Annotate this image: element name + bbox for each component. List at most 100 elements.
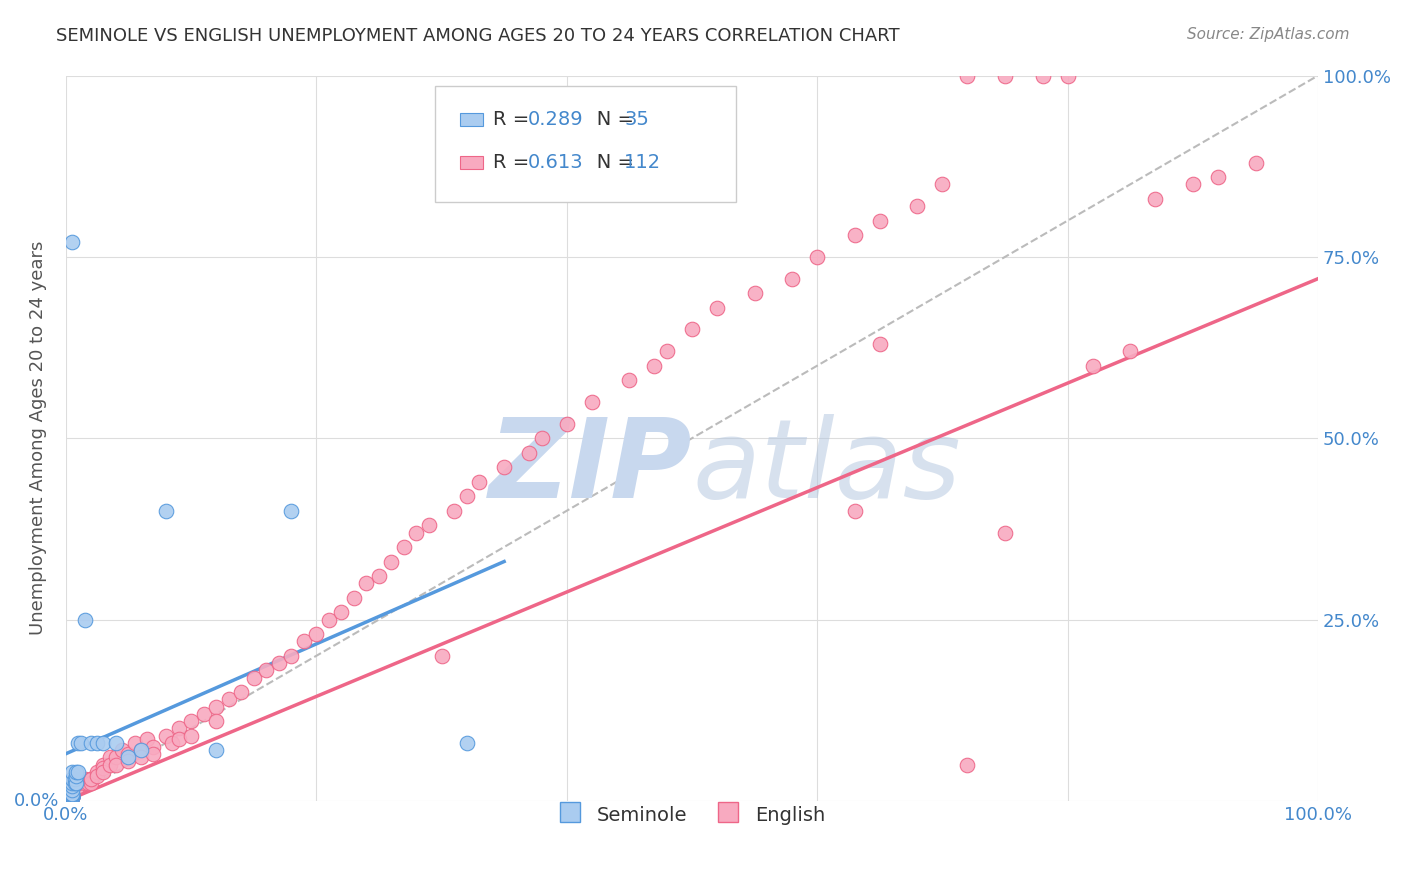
Point bbox=[517, 446, 540, 460]
Point bbox=[73, 776, 96, 790]
Point bbox=[60, 790, 83, 805]
Point bbox=[205, 743, 228, 757]
Point bbox=[60, 235, 83, 250]
Point bbox=[1181, 178, 1204, 192]
Bar bbox=[460, 112, 482, 126]
Point bbox=[318, 613, 340, 627]
Point bbox=[392, 540, 415, 554]
Point bbox=[73, 613, 96, 627]
Point bbox=[60, 780, 83, 794]
Point bbox=[60, 780, 83, 794]
Point bbox=[60, 785, 83, 799]
Point bbox=[1144, 192, 1167, 206]
Point bbox=[581, 395, 603, 409]
Point bbox=[60, 790, 83, 805]
Point bbox=[60, 776, 83, 790]
Point bbox=[104, 757, 127, 772]
Point bbox=[1119, 344, 1142, 359]
Point bbox=[706, 301, 728, 315]
Text: SEMINOLE VS ENGLISH UNEMPLOYMENT AMONG AGES 20 TO 24 YEARS CORRELATION CHART: SEMINOLE VS ENGLISH UNEMPLOYMENT AMONG A… bbox=[56, 27, 900, 45]
Point bbox=[67, 736, 90, 750]
Point bbox=[60, 783, 83, 797]
Point bbox=[93, 757, 115, 772]
Point bbox=[280, 648, 302, 663]
Bar bbox=[460, 156, 482, 169]
Point bbox=[456, 736, 478, 750]
Point bbox=[60, 789, 83, 803]
Point bbox=[65, 780, 87, 794]
Point bbox=[155, 504, 177, 518]
Point bbox=[1081, 359, 1104, 373]
Point bbox=[65, 768, 87, 782]
Point bbox=[380, 555, 402, 569]
Point bbox=[60, 776, 83, 790]
Point bbox=[60, 780, 83, 794]
FancyBboxPatch shape bbox=[436, 87, 735, 202]
Point bbox=[60, 790, 83, 805]
Point bbox=[180, 714, 202, 728]
Point bbox=[63, 776, 86, 790]
Point bbox=[60, 787, 83, 801]
Point bbox=[77, 776, 100, 790]
Point bbox=[619, 373, 641, 387]
Point bbox=[63, 776, 86, 790]
Point bbox=[60, 787, 83, 801]
Point bbox=[86, 764, 108, 779]
Point bbox=[155, 729, 177, 743]
Text: ZIP: ZIP bbox=[488, 414, 692, 521]
Point bbox=[418, 518, 440, 533]
Point bbox=[60, 790, 83, 805]
Point bbox=[142, 747, 165, 761]
Point bbox=[60, 790, 83, 805]
Point bbox=[129, 743, 152, 757]
Point bbox=[430, 648, 453, 663]
Point bbox=[86, 736, 108, 750]
Point bbox=[60, 790, 83, 805]
Point bbox=[60, 772, 83, 786]
Point bbox=[142, 739, 165, 754]
Point bbox=[994, 69, 1017, 83]
Point bbox=[67, 776, 90, 790]
Point bbox=[162, 736, 184, 750]
Point bbox=[869, 213, 891, 227]
Point bbox=[60, 789, 83, 803]
Point bbox=[1032, 69, 1054, 83]
Point bbox=[643, 359, 665, 373]
Point bbox=[60, 790, 83, 805]
Point bbox=[67, 764, 90, 779]
Point bbox=[555, 417, 578, 431]
Point bbox=[267, 656, 290, 670]
Point bbox=[60, 772, 83, 786]
Text: 0.613: 0.613 bbox=[527, 153, 583, 172]
Legend: Seminole, English: Seminole, English bbox=[550, 796, 834, 835]
Point bbox=[98, 750, 121, 764]
Point bbox=[956, 69, 979, 83]
Point bbox=[456, 489, 478, 503]
Point bbox=[60, 787, 83, 801]
Point bbox=[806, 250, 828, 264]
Text: R =: R = bbox=[494, 110, 536, 128]
Point bbox=[63, 772, 86, 786]
Point bbox=[844, 504, 866, 518]
Point bbox=[744, 286, 766, 301]
Point bbox=[60, 790, 83, 805]
Point bbox=[60, 790, 83, 805]
Text: atlas: atlas bbox=[692, 414, 960, 521]
Point bbox=[60, 790, 83, 805]
Point bbox=[780, 271, 803, 285]
Point bbox=[655, 344, 678, 359]
Point bbox=[343, 591, 366, 605]
Point bbox=[167, 722, 190, 736]
Point bbox=[994, 525, 1017, 540]
Point bbox=[117, 747, 139, 761]
Point bbox=[67, 780, 90, 794]
Point bbox=[367, 569, 389, 583]
Point bbox=[292, 634, 315, 648]
Point bbox=[1244, 155, 1267, 169]
Point bbox=[356, 576, 378, 591]
Point bbox=[93, 736, 115, 750]
Point bbox=[405, 525, 427, 540]
Text: 0.0%: 0.0% bbox=[14, 792, 59, 810]
Point bbox=[111, 743, 134, 757]
Point bbox=[905, 199, 928, 213]
